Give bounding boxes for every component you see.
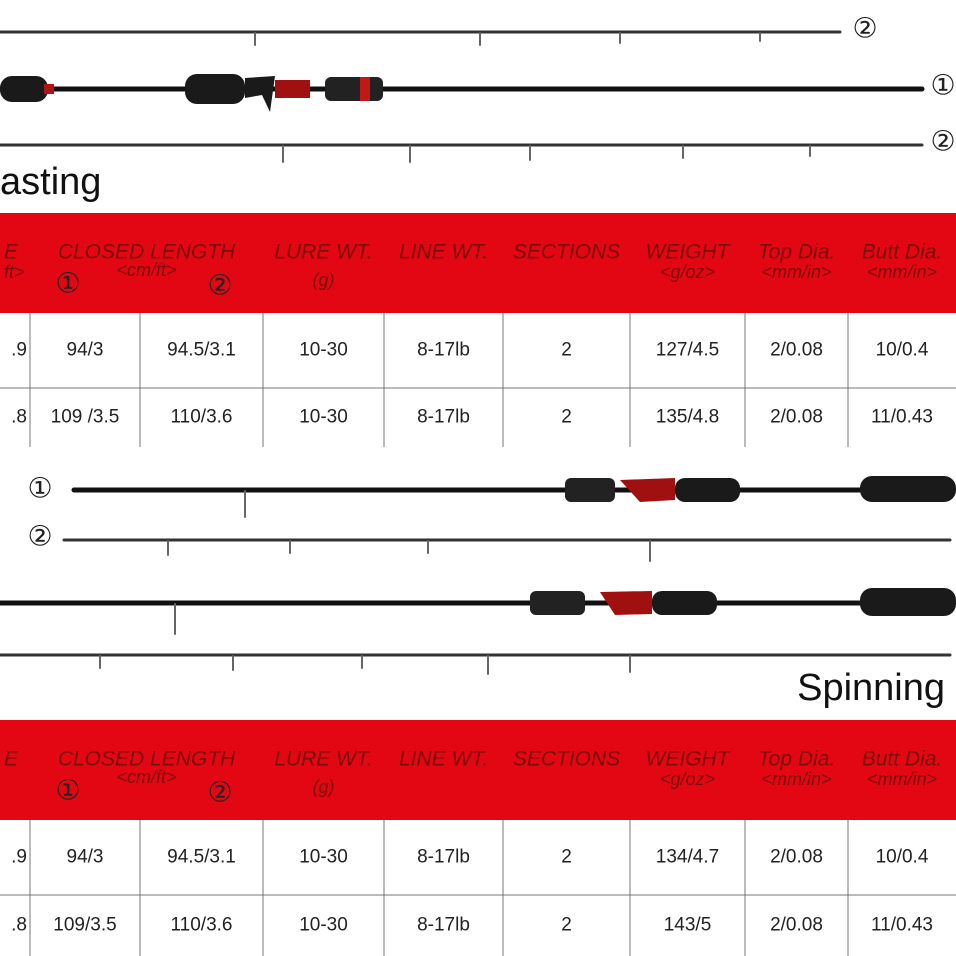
- header-title: CLOSED LENGTH: [58, 241, 236, 264]
- cell: 2: [561, 915, 572, 936]
- header-title: WEIGHT: [646, 748, 732, 771]
- cell: 2/0.08: [770, 847, 823, 868]
- section-title: asting: [0, 161, 101, 203]
- header-title: Top Dia.: [758, 748, 835, 771]
- cell: 8-17lb: [417, 915, 470, 936]
- rod-label: ②: [852, 12, 877, 43]
- cell: 110/3.6: [171, 915, 233, 936]
- cell: 8-17lb: [417, 847, 470, 868]
- header-mark: ①: [55, 267, 80, 298]
- cell: 10-30: [299, 915, 348, 936]
- header-unit: (g): [313, 777, 335, 797]
- header-mark: ①: [55, 774, 80, 805]
- rod-label: ②: [27, 520, 52, 551]
- table-header: [0, 720, 956, 820]
- cell: 109/3.5: [53, 915, 116, 936]
- header-unit: <cm/ft>: [116, 260, 176, 280]
- header-unit: <g/oz>: [660, 769, 715, 789]
- cell: 2: [561, 847, 572, 868]
- cell: .9: [11, 340, 27, 361]
- header-unit: <mm/in>: [761, 262, 831, 282]
- cell: 94/3: [67, 847, 104, 868]
- header-unit: <mm/in>: [761, 769, 831, 789]
- cell: 11/0.43: [871, 407, 933, 428]
- rod-label: ①: [930, 69, 955, 100]
- header-unit: <g/oz>: [660, 262, 715, 282]
- cell: .8: [11, 407, 27, 428]
- header-title: LURE WT.: [274, 241, 372, 264]
- header-mark: ②: [207, 269, 232, 300]
- cell: 134/4.7: [656, 847, 719, 868]
- cell: 10/0.4: [876, 847, 929, 868]
- cell: .9: [11, 847, 27, 868]
- header-title: LURE WT.: [274, 748, 372, 771]
- cell: 11/0.43: [871, 915, 933, 936]
- cell: 10/0.4: [876, 340, 929, 361]
- header-title: Top Dia.: [758, 241, 835, 264]
- header-unit: (g): [313, 270, 335, 290]
- cell: 94.5/3.1: [167, 340, 236, 361]
- cell: 10-30: [299, 847, 348, 868]
- cell: 2: [561, 407, 572, 428]
- header-title: E: [4, 241, 19, 264]
- cell: 2: [561, 340, 572, 361]
- header-title: Butt Dia.: [862, 748, 943, 771]
- header-title: WEIGHT: [646, 241, 732, 264]
- header-title: LINE WT.: [399, 748, 488, 771]
- cell: 8-17lb: [417, 340, 470, 361]
- header-title: LINE WT.: [399, 241, 488, 264]
- rod-label: ②: [930, 125, 955, 156]
- cell: 110/3.6: [171, 407, 233, 428]
- cell: 109 /3.5: [51, 407, 120, 428]
- cell: 127/4.5: [656, 340, 719, 361]
- cell: 143/5: [664, 915, 712, 936]
- header-unit: <cm/ft>: [116, 767, 176, 787]
- cell: .8: [11, 915, 27, 936]
- section-title: Spinning: [797, 667, 945, 709]
- rod-drawings: [0, 30, 956, 675]
- table-header: [0, 213, 956, 313]
- header-unit: <mm/in>: [867, 262, 937, 282]
- cell: 10-30: [299, 340, 348, 361]
- cell: 135/4.8: [656, 407, 719, 428]
- cell: 2/0.08: [770, 340, 823, 361]
- cell: 94/3: [67, 340, 104, 361]
- rod-label: ①: [27, 472, 52, 503]
- header-title: SECTIONS: [513, 748, 620, 771]
- cell: 2/0.08: [770, 915, 823, 936]
- header-unit: ft>: [4, 262, 25, 282]
- header-title: CLOSED LENGTH: [58, 748, 236, 771]
- cell: 10-30: [299, 407, 348, 428]
- header-title: SECTIONS: [513, 241, 620, 264]
- header-title: Butt Dia.: [862, 241, 943, 264]
- header-unit: <mm/in>: [867, 769, 937, 789]
- header-title: E: [4, 748, 19, 771]
- cell: 94.5/3.1: [167, 847, 236, 868]
- header-mark: ②: [207, 776, 232, 807]
- cell: 8-17lb: [417, 407, 470, 428]
- cell: 2/0.08: [770, 407, 823, 428]
